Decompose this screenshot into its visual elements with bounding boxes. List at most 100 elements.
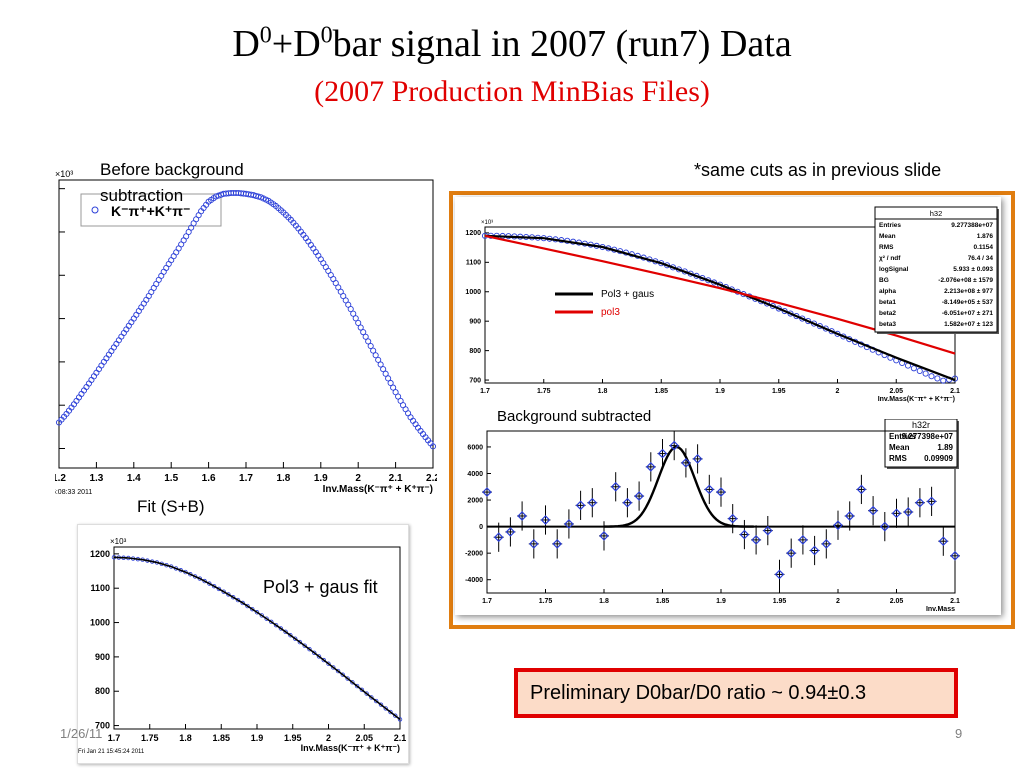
diamond-marker (809, 545, 820, 556)
y-tick-label: 0 (479, 524, 483, 531)
data-point (429, 443, 437, 450)
x-tick-label: 1.95 (772, 388, 786, 395)
diamond-marker (868, 505, 878, 516)
fit-small-chart: 1.7 1.75 1.8 1.85 1.9 1.95 2 2.05 2.1 700 800 900 10… (78, 537, 406, 755)
x-tick-label: 2.05 (355, 733, 373, 743)
data-point (390, 384, 397, 391)
x-tick-label: 1.85 (654, 388, 668, 395)
y-tick-label: 1100 (90, 583, 110, 593)
diamond-marker (681, 458, 691, 468)
title-d: D (232, 23, 260, 65)
data-point (727, 504, 738, 534)
stats-row-value: 76.4 / 34 (968, 255, 994, 262)
x-tick-label: 1.7 (239, 473, 253, 484)
right-charts-card: 1.7 1.75 1.8 1.85 1.9 1.95 2 2.05 2.1 700 800 900 10… (455, 197, 1001, 615)
data-point (716, 477, 726, 507)
footer-page-number: 9 (955, 726, 963, 741)
data-point (809, 535, 820, 566)
data-point (940, 377, 947, 384)
diamond-marker (528, 539, 539, 549)
x-tick-label: 2 (326, 733, 331, 743)
data-point (540, 505, 551, 535)
diamond-marker (645, 462, 656, 472)
y-tick-label: -2000 (465, 550, 483, 557)
stats-row-name: RMS (879, 244, 894, 251)
diamond-marker (844, 511, 855, 521)
y-tick-label: 800 (95, 686, 110, 696)
diamond-marker (786, 548, 797, 559)
data-point (868, 496, 879, 526)
data-point (216, 586, 222, 592)
stats-row-name: Entries (879, 222, 901, 229)
caption-same-cuts: *same cuts as in previous slide (694, 160, 942, 180)
x-tick-label: 2 (836, 388, 840, 395)
y-tick-label: 700 (469, 377, 481, 384)
data-point (669, 431, 680, 461)
stats-row-value: 0.09909 (924, 454, 953, 463)
diamond-marker (634, 491, 644, 501)
x-tick-label: 2.05 (889, 388, 903, 395)
data-point (797, 525, 808, 555)
data-point (226, 592, 231, 597)
x-tick-label: 1.6 (202, 473, 216, 484)
y-tick-label: 6000 (467, 444, 483, 451)
x-axis-label: Inv.Mass (926, 606, 955, 613)
data-point (657, 438, 668, 469)
diamond-marker (692, 454, 703, 464)
data-point (278, 626, 284, 631)
diamond-marker (727, 513, 738, 524)
data-point (359, 687, 365, 693)
diamond-marker (774, 569, 785, 580)
data-point (563, 509, 574, 539)
data-point (397, 717, 403, 722)
y-tick-label: 700 (95, 721, 110, 731)
y-exponent-label: ×10³ (55, 169, 73, 179)
x-tick-label: 2 (355, 473, 361, 484)
diamond-marker (540, 515, 551, 525)
x-tick-label: 1.8 (179, 733, 192, 743)
x-tick-label: 1.7 (480, 388, 490, 395)
diamond-marker (482, 487, 492, 497)
diamond-marker (575, 500, 586, 511)
title-sup-1: 0 (259, 22, 272, 49)
diamond-marker (669, 440, 680, 451)
data-point (505, 517, 516, 547)
data-point (916, 367, 923, 374)
x-tick-label: 1.9 (716, 598, 726, 605)
data-point (250, 606, 255, 612)
x-tick-label: 1.85 (656, 598, 670, 605)
diamond-marker (564, 519, 574, 529)
data-point (354, 683, 360, 689)
diamond-marker (879, 521, 890, 532)
data-point (347, 306, 354, 313)
diamond-marker (891, 508, 902, 519)
timestamp-label: Fri Jan 21 15:45:24 2011 (78, 749, 145, 755)
data-point (517, 501, 528, 531)
title-sup-2: 0 (320, 22, 333, 49)
stats-row-value: 1.89 (937, 443, 953, 452)
y-tick-label: 1100 (466, 260, 481, 267)
data-point (922, 370, 929, 377)
data-point (245, 603, 250, 609)
x-tick-label: 2 (836, 598, 840, 605)
data-point (235, 597, 241, 603)
diamond-marker (493, 532, 504, 543)
stats-row-value: 1.582e+07 ± 123 (944, 321, 993, 328)
stats-row-name: logSignal (879, 266, 908, 273)
gaus-fit-line (603, 445, 754, 528)
data-point (240, 600, 245, 606)
raw-histogram-panel: 1.21.31.41.51.61.71.81.922.12.2600700800… (15, 168, 440, 508)
data-point (482, 477, 492, 507)
y-exponent-label: ×10³ (110, 537, 127, 546)
data-point (207, 581, 212, 586)
stats-row-name: RMS (889, 454, 907, 463)
data-point (926, 486, 937, 516)
data-point (202, 578, 207, 584)
diamond-marker (833, 520, 843, 531)
y-tick-label: 900 (469, 319, 481, 326)
data-point (387, 379, 394, 387)
stats-box-title: h32r (912, 420, 930, 430)
raw-histogram-chart: 1.21.31.41.51.61.71.81.922.12.2600700800… (15, 169, 440, 496)
data-point (903, 497, 914, 527)
data-point (221, 589, 226, 594)
